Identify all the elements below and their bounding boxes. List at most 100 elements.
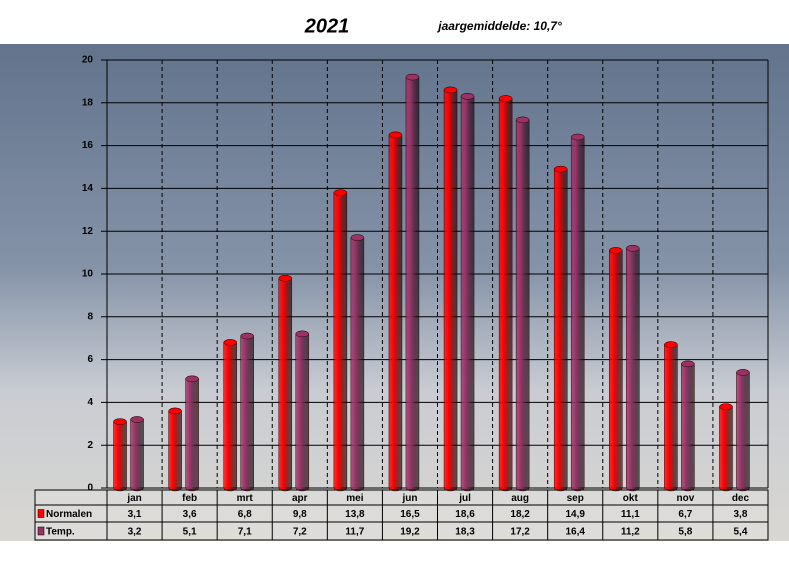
bar-top <box>223 339 237 346</box>
bar <box>295 330 310 492</box>
bar <box>515 116 530 492</box>
y-tick-label: 0 <box>87 483 93 494</box>
y-tick-label: 4 <box>87 397 93 408</box>
legend-label: Temp. <box>46 527 75 538</box>
y-tick-label: 20 <box>82 55 94 66</box>
bar <box>240 332 254 492</box>
bar-top <box>681 360 695 368</box>
table-value: 6,8 <box>238 509 252 520</box>
bar-top <box>719 403 733 410</box>
bar <box>130 416 144 492</box>
bar-top <box>570 133 585 141</box>
table-value: 9,8 <box>293 509 307 520</box>
table-value: 11,7 <box>345 527 364 538</box>
bar-top <box>405 73 420 81</box>
legend-label: Normalen <box>46 509 92 520</box>
bar <box>350 234 365 492</box>
bar <box>681 360 695 492</box>
x-tick-label: mrt <box>237 493 254 504</box>
table-value: 19,2 <box>400 527 420 538</box>
bar <box>498 95 513 492</box>
table-value: 5,8 <box>678 527 692 538</box>
bar <box>736 369 750 492</box>
bar-top <box>626 245 640 252</box>
bar <box>460 93 475 492</box>
bar <box>388 131 403 492</box>
bar <box>168 407 182 492</box>
y-tick-label: 16 <box>82 140 94 151</box>
x-tick-label: nov <box>676 493 694 504</box>
table-value: 14,9 <box>565 509 585 520</box>
bar-top <box>333 189 348 196</box>
table-value: 3,6 <box>183 509 197 520</box>
bar <box>626 245 640 492</box>
bar-top <box>443 86 458 94</box>
y-tick-label: 8 <box>87 311 93 322</box>
y-tick-label: 18 <box>82 97 94 108</box>
x-tick-label: jan <box>126 493 141 504</box>
table-value: 5,1 <box>183 527 197 538</box>
bar-top <box>515 116 530 124</box>
bar-top <box>553 165 568 173</box>
bar-top <box>498 95 513 102</box>
x-tick-label: jun <box>401 493 417 504</box>
y-tick-label: 12 <box>82 226 94 237</box>
legend-swatch <box>37 526 45 536</box>
bar-top <box>130 416 144 423</box>
bar <box>223 339 237 492</box>
bar-top <box>350 234 365 241</box>
table-value: 3,1 <box>128 509 142 520</box>
chart-subtitle: jaargemiddelde: 10,7° <box>436 19 562 33</box>
bar <box>443 86 458 492</box>
table-value: 18,6 <box>455 509 475 520</box>
bar-top <box>388 131 403 139</box>
bar-top <box>185 375 199 383</box>
legend-swatch <box>37 509 45 518</box>
x-tick-label: apr <box>292 493 308 504</box>
table-value: 11,1 <box>621 509 640 520</box>
x-tick-label: aug <box>511 493 529 504</box>
bar <box>278 275 293 492</box>
bar-top <box>113 418 127 425</box>
x-tick-label: okt <box>623 493 639 504</box>
bar <box>405 73 420 492</box>
bar <box>333 189 348 492</box>
table-value: 7,2 <box>293 527 307 538</box>
bar-top <box>609 247 623 254</box>
bar <box>185 375 199 492</box>
bar <box>664 341 678 492</box>
chart-title: 2021 <box>304 15 350 37</box>
bar-top <box>736 369 750 376</box>
table-value: 16,4 <box>565 527 585 538</box>
table-value: 3,2 <box>128 527 142 538</box>
bar-top <box>168 407 182 415</box>
bar <box>113 418 127 492</box>
x-tick-label: sep <box>567 493 584 504</box>
table-value: 13,8 <box>345 509 365 520</box>
bar <box>609 247 623 492</box>
table-value: 7,1 <box>238 527 252 538</box>
bar-top <box>240 332 254 340</box>
table-value: 11,2 <box>621 527 640 538</box>
x-tick-label: jul <box>458 493 471 504</box>
table-value: 5,4 <box>734 527 748 538</box>
table-value: 18,2 <box>510 509 530 520</box>
data-table <box>34 489 769 541</box>
table-value: 18,3 <box>455 527 475 538</box>
y-tick-label: 6 <box>87 354 93 365</box>
x-tick-label: dec <box>732 493 750 504</box>
y-tick-label: 2 <box>87 440 93 451</box>
bar-top <box>460 93 475 100</box>
table-value: 16,5 <box>400 509 420 520</box>
table-value: 6,7 <box>678 509 692 520</box>
y-tick-label: 10 <box>82 269 94 280</box>
bar <box>570 133 585 492</box>
bar <box>553 165 568 492</box>
bar <box>719 403 733 492</box>
x-tick-label: feb <box>182 493 197 504</box>
y-tick-label: 14 <box>82 183 94 194</box>
bar-top <box>278 275 293 282</box>
bar-top <box>295 330 310 338</box>
table-value: 3,8 <box>734 509 748 520</box>
